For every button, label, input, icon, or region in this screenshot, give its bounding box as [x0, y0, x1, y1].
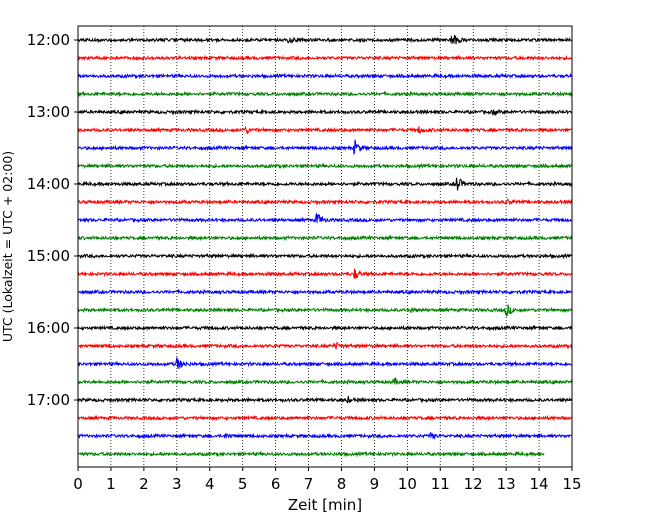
y-tick-label: 15:00 [27, 247, 70, 265]
trace-1430 [77, 212, 573, 224]
y-axis-title: UTC (Lokalzeit = UTC + 02:00) [0, 151, 15, 342]
trace-1215 [77, 54, 573, 62]
x-tick-label: 9 [370, 475, 380, 493]
trace-1645 [77, 377, 573, 386]
trace-1715 [77, 414, 573, 422]
trace-1730 [77, 431, 573, 440]
y-tick-label: 12:00 [27, 31, 70, 49]
x-tick-label: 8 [337, 475, 347, 493]
x-axis-ticks: 0 1 2 3 4 5 6 7 8 9 10 11 12 13 14 15 [73, 467, 582, 493]
y-tick-label: 14:00 [27, 175, 70, 193]
plot-frame [77, 25, 573, 468]
trace-1500 [77, 252, 573, 260]
trace-1700 [77, 395, 573, 404]
trace-1230 [77, 72, 573, 80]
x-tick-label: 14 [530, 475, 549, 493]
seismogram-traces [77, 34, 573, 458]
y-axis-ticks: 12:00 13:00 14:00 15:00 16:00 17:00 [27, 31, 78, 409]
y-tick-label: 16:00 [27, 319, 70, 337]
x-tick-label: 7 [304, 475, 314, 493]
x-tick-label: 13 [497, 475, 516, 493]
x-tick-label: 6 [271, 475, 281, 493]
x-tick-label: 11 [431, 475, 450, 493]
x-tick-label: 15 [562, 475, 581, 493]
trace-1415 [77, 198, 573, 206]
trace-1600 [77, 324, 573, 332]
trace-1515 [77, 268, 573, 280]
trace-1300 [77, 108, 573, 116]
trace-1545 [77, 304, 573, 317]
x-tick-label: 0 [73, 475, 83, 493]
trace-1330 [77, 139, 573, 156]
x-tick-label: 12 [464, 475, 483, 493]
x-axis-title: Zeit [min] [288, 496, 362, 514]
y-tick-label: 13:00 [27, 103, 70, 121]
x-tick-label: 2 [139, 475, 149, 493]
x-tick-label: 5 [238, 475, 248, 493]
x-tick-label: 3 [172, 475, 182, 493]
trace-1345 [77, 162, 573, 170]
trace-1745 [77, 450, 545, 458]
trace-1615 [77, 341, 573, 350]
trace-1530 [77, 288, 573, 296]
x-tick-label: 10 [398, 475, 417, 493]
y-tick-label: 17:00 [27, 391, 70, 409]
x-tick-label: 4 [205, 475, 215, 493]
trace-1445 [77, 234, 573, 242]
trace-1630 [77, 357, 573, 370]
trace-1400 [77, 177, 573, 191]
x-tick-label: 1 [106, 475, 116, 493]
trace-1200 [77, 34, 573, 45]
trace-1245 [77, 90, 573, 98]
trace-1315 [77, 125, 573, 135]
